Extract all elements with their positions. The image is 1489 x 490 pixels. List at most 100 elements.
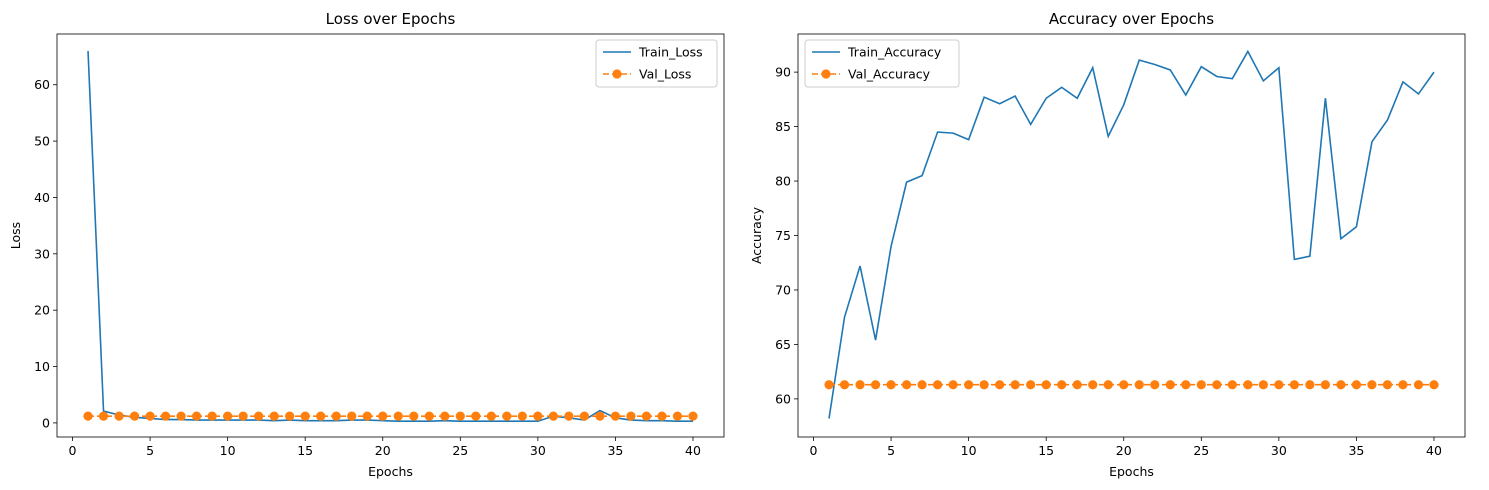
y-axis-label: Accuracy bbox=[749, 206, 764, 264]
data-point bbox=[1258, 380, 1268, 390]
data-point bbox=[1057, 380, 1067, 390]
series-line-train-accuracy bbox=[828, 49, 1435, 419]
legend-label: Train_Loss bbox=[638, 45, 703, 60]
y-tick-label: 75 bbox=[775, 228, 791, 243]
x-tick-label: 15 bbox=[1038, 443, 1054, 458]
data-point bbox=[1227, 380, 1237, 390]
data-point bbox=[192, 411, 202, 421]
x-tick-label: 35 bbox=[1348, 443, 1364, 458]
data-point bbox=[548, 411, 558, 421]
x-tick-label: 40 bbox=[1426, 443, 1442, 458]
data-point bbox=[1119, 380, 1129, 390]
y-tick-label: 30 bbox=[34, 246, 50, 261]
y-tick-label: 50 bbox=[34, 134, 50, 149]
legend: Train_Accuracy Val_Accuracy bbox=[804, 39, 960, 88]
x-tick-label: 5 bbox=[887, 443, 895, 458]
data-point bbox=[98, 411, 109, 421]
data-point bbox=[285, 411, 295, 421]
axes-frame bbox=[56, 33, 725, 438]
y-tick-label: 60 bbox=[775, 391, 791, 406]
x-tick-label: 35 bbox=[607, 443, 623, 458]
data-point bbox=[1382, 380, 1393, 390]
data-point bbox=[238, 411, 248, 421]
subplot-1: Loss over Epochs 0 5 10 15 20 25 30 35 40 0 10 20 30 4… bbox=[8, 10, 725, 479]
x-tick-label: 20 bbox=[375, 443, 391, 458]
data-point bbox=[269, 411, 279, 421]
data-point bbox=[1103, 380, 1113, 390]
data-point bbox=[1088, 380, 1098, 390]
data-point bbox=[1413, 380, 1424, 390]
y-tick-label: 20 bbox=[34, 303, 50, 318]
data-point bbox=[1289, 380, 1299, 390]
data-point bbox=[1196, 380, 1206, 390]
x-axis-label: Epochs bbox=[1109, 464, 1154, 479]
legend-marker bbox=[821, 69, 831, 79]
data-point bbox=[517, 411, 527, 421]
data-point bbox=[331, 411, 341, 421]
data-point bbox=[1429, 380, 1439, 390]
data-point bbox=[933, 380, 943, 390]
x-tick-label: 15 bbox=[297, 443, 313, 458]
y-tick-label: 80 bbox=[775, 174, 791, 189]
data-point bbox=[1320, 380, 1330, 390]
data-point bbox=[641, 411, 652, 421]
data-point bbox=[855, 380, 865, 390]
data-point bbox=[579, 411, 589, 421]
chart-title: Loss over Epochs bbox=[326, 10, 456, 28]
x-tick-label: 25 bbox=[1193, 443, 1209, 458]
data-point bbox=[886, 380, 896, 390]
data-point bbox=[1398, 380, 1408, 390]
data-point bbox=[223, 411, 233, 421]
data-point bbox=[114, 411, 124, 421]
data-point bbox=[688, 411, 698, 421]
data-point bbox=[1010, 380, 1020, 390]
y-tick-label: 70 bbox=[775, 282, 791, 297]
data-point bbox=[901, 380, 912, 390]
data-point bbox=[455, 411, 465, 421]
data-point bbox=[995, 380, 1005, 390]
x-tick-label: 0 bbox=[69, 443, 77, 458]
data-point bbox=[362, 411, 372, 421]
data-point bbox=[964, 380, 974, 390]
x-tick-label: 10 bbox=[961, 443, 977, 458]
data-point bbox=[1041, 380, 1051, 390]
y-tick-label: 90 bbox=[775, 65, 791, 80]
data-point bbox=[176, 411, 186, 421]
data-point bbox=[486, 411, 496, 421]
data-point bbox=[254, 411, 264, 421]
legend-marker bbox=[612, 69, 622, 79]
data-point bbox=[1134, 380, 1144, 390]
x-tick-label: 20 bbox=[1116, 443, 1132, 458]
data-point bbox=[1336, 380, 1346, 390]
data-point bbox=[1072, 380, 1082, 390]
data-point bbox=[502, 411, 512, 421]
chart-title: Accuracy over Epochs bbox=[1049, 10, 1214, 28]
data-point bbox=[595, 411, 605, 421]
data-point bbox=[300, 411, 310, 421]
data-point bbox=[1367, 380, 1377, 390]
data-point bbox=[393, 411, 403, 421]
subplot-2: Accuracy over Epochs 0 5 10 15 20 25 30 35 40 60 65… bbox=[749, 10, 1466, 479]
x-axis-label: Epochs bbox=[368, 464, 413, 479]
data-point bbox=[948, 380, 958, 390]
data-point bbox=[347, 411, 357, 421]
data-point bbox=[1212, 380, 1222, 390]
y-tick-label: 0 bbox=[42, 415, 50, 430]
x-tick-label: 40 bbox=[685, 443, 701, 458]
y-tick-label: 60 bbox=[34, 77, 50, 92]
data-point bbox=[672, 411, 683, 421]
y-tick-label: 10 bbox=[34, 359, 50, 374]
data-point bbox=[424, 411, 434, 421]
data-point bbox=[471, 411, 481, 421]
x-tick-label: 30 bbox=[530, 443, 546, 458]
data-point bbox=[917, 380, 927, 390]
x-tick-label: 0 bbox=[810, 443, 818, 458]
data-point bbox=[83, 411, 93, 421]
data-point bbox=[1181, 380, 1191, 390]
data-point bbox=[409, 411, 419, 421]
data-point bbox=[564, 411, 574, 421]
data-point bbox=[610, 411, 621, 421]
data-point bbox=[1165, 380, 1175, 390]
data-point bbox=[533, 411, 543, 421]
